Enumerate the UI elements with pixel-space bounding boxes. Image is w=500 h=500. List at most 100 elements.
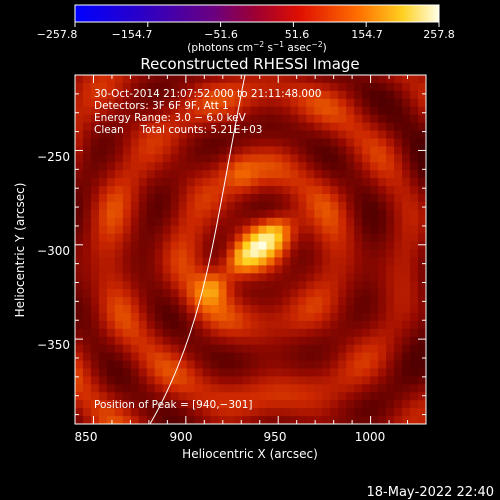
heatmap-cell — [82, 162, 92, 171]
heatmap-cell — [98, 106, 108, 116]
heatmap-cell — [170, 130, 180, 140]
heatmap-cell — [130, 209, 140, 219]
heatmap-cell — [178, 233, 188, 243]
heatmap-cell — [282, 328, 291, 338]
heatmap-cell — [386, 90, 395, 100]
axis-ticks — [75, 74, 427, 424]
heatmap-cell — [338, 186, 347, 195]
heatmap-cell — [290, 400, 299, 409]
heatmap-cell — [194, 162, 204, 171]
heatmap-cell — [322, 384, 331, 393]
heatmap-cell — [394, 217, 403, 227]
heatmap-cell — [154, 360, 164, 370]
heatmap-cell — [290, 360, 299, 370]
heatmap-cell — [234, 265, 244, 274]
heatmap-cell — [386, 217, 395, 227]
heatmap-cell — [146, 98, 156, 108]
heatmap-cell — [306, 209, 315, 219]
heatmap-cell — [186, 114, 196, 124]
heatmap-cell — [146, 209, 156, 219]
heatmap-cell — [218, 146, 228, 155]
heatmap-cell — [362, 201, 371, 211]
heatmap-cell — [178, 281, 188, 290]
heatmap-cell — [410, 249, 419, 259]
heatmap-cell — [226, 384, 236, 393]
heatmap-cell — [98, 122, 108, 132]
heatmap-cell — [338, 376, 347, 385]
heatmap-cell — [250, 416, 260, 424]
heatmap-cell — [274, 154, 284, 163]
heatmap-cell — [418, 154, 426, 163]
heatmap-cell — [250, 400, 260, 409]
heatmap-cell — [314, 233, 323, 243]
heatmap-cell — [402, 368, 411, 378]
heatmap-cell — [362, 146, 371, 155]
heatmap-cell — [98, 241, 108, 251]
heatmap-cell — [418, 82, 426, 92]
heatmap-cell — [138, 368, 148, 378]
heatmap-cell — [98, 170, 108, 179]
heatmap-cell — [322, 368, 331, 378]
heatmap-cell — [210, 130, 220, 140]
heatmap-cell — [282, 186, 291, 195]
heatmap-cell — [146, 392, 156, 401]
heatmap-cell — [162, 217, 172, 227]
heatmap-cell — [274, 368, 284, 378]
heatmap-cell — [338, 75, 347, 84]
heatmap-cell — [306, 82, 315, 92]
heatmap-cell — [290, 138, 299, 147]
heatmap-cell — [258, 344, 268, 354]
heatmap-cell — [258, 305, 268, 314]
heatmap-cell — [186, 289, 196, 298]
heatmap-cell — [242, 265, 252, 274]
heatmap-cell — [122, 225, 132, 235]
heatmap-cell — [362, 328, 371, 338]
heatmap-cell — [114, 178, 124, 187]
heatmap-cell — [75, 289, 84, 298]
heatmap-cell — [298, 146, 307, 155]
heatmap-cell — [354, 201, 363, 211]
heatmap-cell — [274, 201, 284, 211]
heatmap — [75, 75, 426, 424]
heatmap-cell — [402, 305, 411, 314]
heatmap-cell — [186, 408, 196, 417]
heatmap-cell — [218, 233, 228, 243]
heatmap-cell — [378, 344, 387, 354]
heatmap-cell — [186, 90, 196, 100]
heatmap-cell — [418, 360, 426, 370]
heatmap-cell — [98, 114, 108, 124]
heatmap-cell — [378, 154, 387, 163]
heatmap-cell — [378, 233, 387, 243]
heatmap-cell — [418, 281, 426, 290]
heatmap-cell — [378, 75, 387, 84]
heatmap-cell — [194, 178, 204, 187]
heatmap-cell — [418, 265, 426, 274]
heatmap-cell — [330, 122, 339, 132]
heatmap-cell — [194, 75, 204, 84]
heatmap-cell — [418, 312, 426, 322]
heatmap-cell — [402, 344, 411, 354]
heatmap-cell — [402, 281, 411, 290]
heatmap-cell — [218, 138, 228, 147]
heatmap-cell — [146, 138, 156, 147]
heatmap-cell — [258, 193, 268, 203]
heatmap-cell — [250, 90, 260, 100]
heatmap-cell — [162, 98, 172, 108]
heatmap-cell — [178, 201, 188, 211]
heatmap-cell — [154, 392, 164, 401]
heatmap-cell — [90, 281, 100, 290]
heatmap-cell — [130, 416, 140, 424]
heatmap-cell — [170, 170, 180, 179]
heatmap-cell — [154, 98, 164, 108]
heatmap-cell — [362, 154, 371, 163]
heatmap-cell — [130, 241, 140, 251]
heatmap-cell — [274, 193, 284, 203]
heatmap-cell — [154, 312, 164, 322]
heatmap-cell — [210, 90, 220, 100]
heatmap-cell — [114, 186, 124, 195]
heatmap-cell — [242, 162, 252, 171]
heatmap-cell — [258, 273, 268, 282]
heatmap-cell — [98, 376, 108, 385]
heatmap-cell — [162, 233, 172, 243]
heatmap-cell — [186, 146, 196, 155]
